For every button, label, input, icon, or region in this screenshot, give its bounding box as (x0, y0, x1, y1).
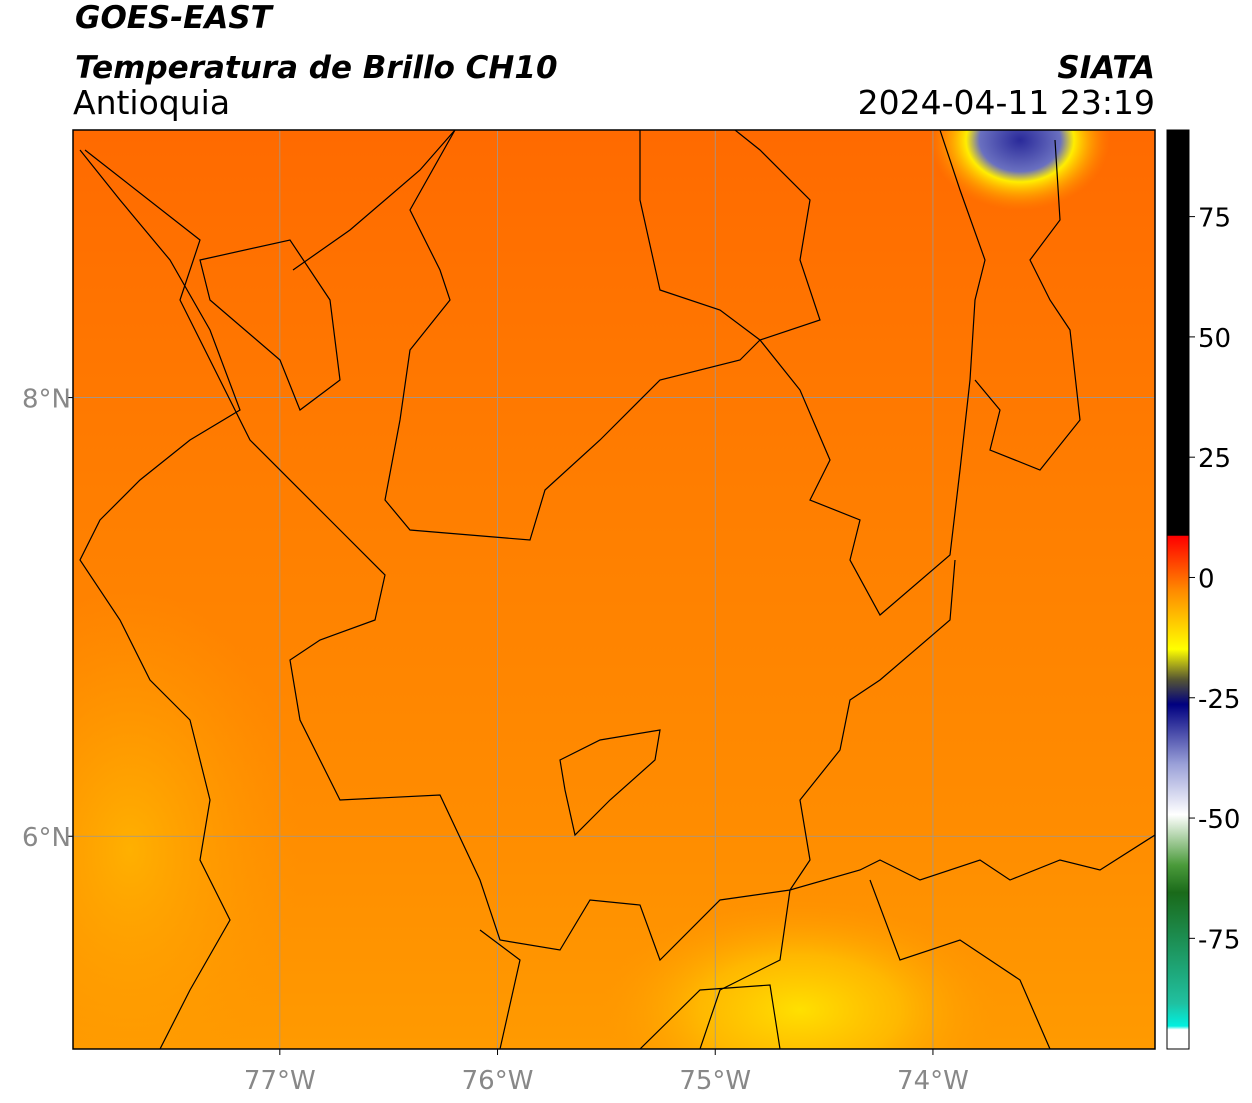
region: Antioquia (73, 83, 230, 122)
subtitle: Temperatura de Brillo CH10 (75, 50, 558, 86)
colorbar-label: 50 (1198, 324, 1231, 354)
colorbar (1166, 129, 1190, 1050)
title: GOES-EAST (75, 0, 275, 36)
y-tick-label: 8°N (22, 385, 71, 415)
colorbar-label: -75 (1198, 925, 1240, 955)
source: SIATA (1057, 50, 1155, 86)
map-raster (73, 130, 1155, 1049)
timestamp: 2024-04-11 23:19 (858, 83, 1155, 122)
colorbar-label: -25 (1198, 685, 1240, 715)
y-tick-label: 6°N (22, 823, 71, 853)
colorbar-label: 0 (1198, 564, 1215, 594)
x-tick-label: 77°W (244, 1066, 316, 1096)
x-tick-label: 76°W (462, 1066, 534, 1096)
map-frame (72, 129, 1156, 1050)
colorbar-label: 25 (1198, 444, 1231, 474)
x-tick-label: 75°W (679, 1066, 751, 1096)
colorbar-label: 75 (1198, 204, 1231, 234)
x-tick-label: 74°W (897, 1066, 969, 1096)
colorbar-label: -50 (1198, 805, 1240, 835)
